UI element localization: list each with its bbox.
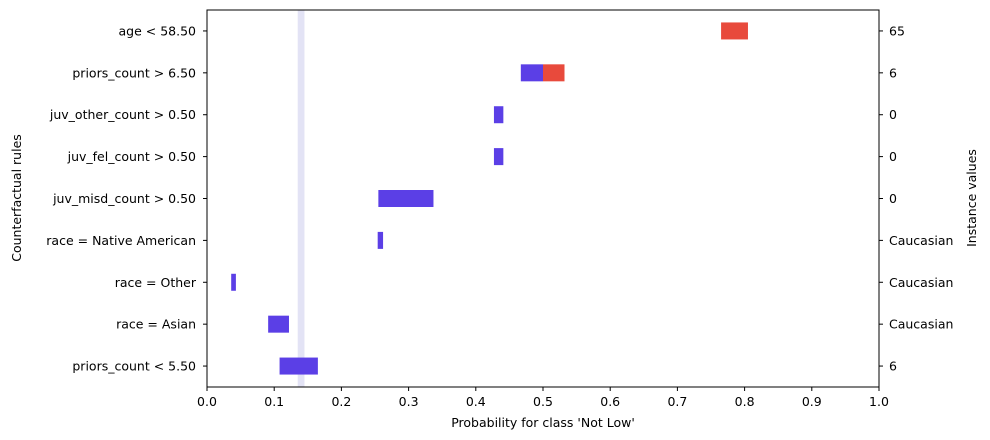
instance-value: Caucasian — [889, 317, 953, 332]
bars-layer — [231, 22, 748, 375]
bar-segment — [268, 315, 289, 333]
x-tick-label: 0.6 — [600, 394, 620, 409]
rule-label: race = Native American — [46, 233, 196, 248]
x-axis-label: Probability for class 'Not Low' — [451, 415, 635, 430]
x-tick-label: 0.7 — [667, 394, 687, 409]
rule-label: race = Asian — [116, 317, 196, 332]
rule-label: juv_fel_count > 0.50 — [67, 149, 196, 164]
x-tick-label: 0.5 — [533, 394, 553, 409]
bar-segment — [377, 231, 384, 249]
instance-value: 0 — [889, 107, 897, 122]
rule-label: priors_count > 6.50 — [72, 65, 196, 80]
instance-value: Caucasian — [889, 233, 953, 248]
rule-label: juv_other_count > 0.50 — [49, 107, 196, 122]
rule-label: race = Other — [115, 275, 197, 290]
rule-label: juv_misd_count > 0.50 — [52, 191, 196, 206]
bar-segment — [520, 64, 543, 82]
x-tick-label: 0.0 — [197, 394, 217, 409]
y-axis-label: Counterfactual rules — [9, 134, 24, 262]
reference-band-layer — [297, 10, 305, 387]
instance-value: 0 — [889, 149, 897, 164]
x-tick-label: 0.3 — [399, 394, 419, 409]
bar-segment — [543, 64, 565, 82]
instance-value: Caucasian — [889, 275, 953, 290]
reference-band — [297, 10, 305, 387]
bar-segment — [493, 106, 504, 124]
x-tick-label: 0.4 — [466, 394, 486, 409]
bar-segment — [231, 273, 236, 291]
x-tick-label: 1.0 — [869, 394, 889, 409]
instance-value: 6 — [889, 359, 897, 374]
y-axis-label-right: Instance values — [964, 149, 979, 247]
x-tick-label: 0.1 — [264, 394, 284, 409]
bar-segment — [378, 190, 434, 207]
axes-layer: age < 58.50 65 priors_count > 6.50 6 juv_oth… — [46, 23, 953, 409]
bar-segment — [279, 357, 318, 375]
instance-value: 6 — [889, 65, 897, 80]
instance-value: 0 — [889, 191, 897, 206]
instance-value: 65 — [889, 23, 905, 38]
bar-segment — [721, 22, 748, 40]
x-tick-label: 0.2 — [331, 394, 351, 409]
rule-label: priors_count < 5.50 — [72, 359, 196, 374]
x-tick-label: 0.8 — [735, 394, 755, 409]
rule-label: age < 58.50 — [119, 23, 197, 38]
bar-segment — [493, 148, 504, 166]
x-tick-label: 0.9 — [802, 394, 822, 409]
